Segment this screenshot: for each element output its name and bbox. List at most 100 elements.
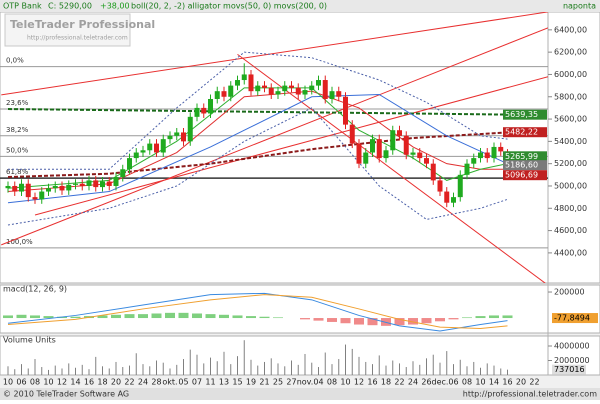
price-tag	[503, 127, 547, 138]
macd-hist-bar	[192, 313, 202, 319]
fib-label: 23,6%	[6, 99, 29, 107]
candle-body	[262, 85, 267, 88]
candle-body	[228, 85, 234, 97]
volume-bar	[385, 365, 387, 375]
indicator-line	[7, 94, 508, 204]
x-tick-label: 20	[111, 378, 121, 387]
candle-body	[39, 191, 45, 200]
macd-hist-bar	[246, 316, 256, 319]
candle-body	[289, 85, 294, 88]
candle-body	[484, 152, 490, 159]
candle-body	[437, 180, 443, 192]
volume-bar	[88, 369, 90, 375]
volume-bar	[277, 363, 279, 375]
volume-bar	[210, 357, 211, 375]
candle-body	[336, 91, 342, 97]
macd-hist-bar	[205, 314, 216, 319]
candle-body	[12, 185, 18, 192]
y-tick-label: 6000,00	[554, 70, 587, 79]
candle-body	[127, 158, 132, 170]
volume-bar	[257, 365, 259, 375]
indicators: boll(20, 2, -2) alligator movs(50, 0) mo…	[131, 2, 327, 11]
value-tag	[552, 364, 586, 375]
price-tag	[503, 170, 547, 181]
price-tag-label: 5639,35	[505, 110, 538, 119]
candle-body	[309, 85, 315, 91]
candle-body	[248, 74, 254, 92]
volume-bar	[473, 361, 475, 375]
candle-body	[424, 158, 429, 164]
macd-hist-bar	[327, 318, 337, 322]
candle-body	[478, 152, 483, 159]
macd-hist-bar	[489, 315, 499, 319]
candle-body	[25, 183, 31, 198]
volume-bar	[183, 359, 184, 375]
volume-bar	[439, 362, 441, 375]
price-tag-label: 5186,60	[505, 161, 538, 170]
candle-body	[93, 180, 99, 188]
x-tick-label: 10	[43, 378, 53, 387]
y-tick-label: 200000	[554, 288, 585, 297]
volume-bar	[486, 363, 488, 375]
macd-hist-bar	[421, 318, 432, 324]
volume-bar	[169, 368, 171, 375]
candle-body	[322, 80, 328, 99]
volume-bar	[102, 366, 103, 375]
volume-bar	[27, 368, 29, 375]
x-tick-label: 05	[178, 378, 188, 387]
volume-bar	[297, 364, 299, 375]
fib-label: 0,0%	[6, 57, 24, 65]
price-tag-label: 5265,99	[505, 152, 538, 161]
macd-hist-bar	[259, 316, 270, 319]
x-tick-label: 24	[138, 378, 148, 387]
indicator-line	[7, 87, 508, 189]
candle-body	[32, 197, 38, 200]
volume-bar	[14, 369, 16, 375]
fib-label: 100,0%	[6, 238, 33, 246]
volume-bar	[493, 365, 495, 375]
candle-body	[268, 87, 274, 95]
y-tick-label: 4000000	[554, 342, 590, 351]
y-tick-label: 4800,00	[554, 204, 587, 213]
volume-bar	[135, 353, 137, 375]
macd-hist-bar	[30, 315, 40, 319]
x-tick-label: 25	[273, 378, 283, 387]
x-tick-label: 22	[124, 378, 134, 387]
volume-bar	[453, 364, 454, 375]
macd-hist-bar	[502, 315, 513, 319]
copyright: © 2010 TeleTrader Software AG	[3, 390, 129, 399]
indicator-line	[7, 292, 508, 332]
macd-hist-bar	[300, 318, 310, 320]
indicator-line	[7, 90, 508, 193]
macd-hist-bar	[97, 315, 108, 319]
x-tick-label: 16	[367, 378, 377, 387]
volume-bar	[7, 366, 9, 375]
candle-body	[120, 169, 126, 178]
period: naponta	[563, 2, 596, 11]
volume-bar	[459, 359, 461, 375]
y-tick-label: 4600,00	[554, 226, 587, 235]
volume-bar	[203, 363, 205, 375]
candle-body	[403, 135, 409, 155]
candle-body	[194, 107, 200, 117]
macd-plot	[3, 292, 513, 332]
candle-body	[214, 91, 220, 99]
macd-hist-bar	[43, 316, 54, 319]
volume-bar	[399, 363, 400, 375]
volume-bar	[291, 360, 292, 375]
volume-bar	[34, 359, 36, 375]
volume-bar	[365, 361, 367, 375]
volume-bar	[48, 369, 49, 375]
volume-bar	[338, 359, 340, 375]
volume-bar	[149, 366, 151, 375]
candle-body	[154, 143, 159, 153]
volume-bar	[480, 367, 481, 375]
fib-label: 50,0%	[6, 146, 29, 154]
candle-body	[383, 150, 389, 159]
footer-url: http://professional.teletrader.com	[463, 390, 597, 399]
x-tick-label: 26	[421, 378, 431, 387]
candle-body	[187, 116, 193, 142]
volume-title: Volume Units	[3, 336, 56, 345]
